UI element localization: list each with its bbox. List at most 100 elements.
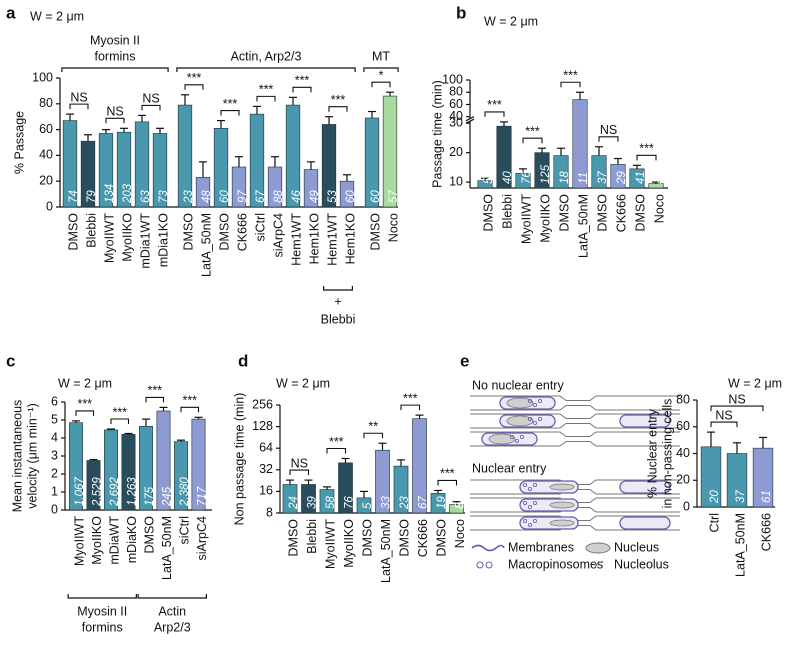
- nucleus: [549, 519, 575, 527]
- macropinosome: [509, 434, 514, 439]
- group-bracket: [363, 67, 399, 72]
- y-tick-label: 6: [51, 394, 58, 408]
- significance-label: **: [368, 420, 378, 434]
- legend-nucleolus: [600, 560, 604, 564]
- x-tick-label: MyoIIWT: [72, 516, 86, 566]
- legend-label: Macropinosomes: [508, 557, 603, 571]
- legend-label: Nucleus: [614, 540, 659, 554]
- significance-bracket: [328, 106, 348, 112]
- n-label: 203: [122, 183, 134, 204]
- significance-bracket: [710, 405, 764, 412]
- x-tick-label: Noco: [386, 213, 400, 242]
- y-tick-label: 20: [676, 473, 690, 487]
- significance-bracket: [180, 406, 200, 413]
- significance-bracket: [184, 84, 204, 90]
- x-tick-label: Noco: [453, 519, 467, 548]
- n-label: 58: [325, 496, 337, 509]
- legend-nucleus: [585, 542, 611, 554]
- y-tick-label: 80: [449, 85, 463, 99]
- y-tick-label: 3: [51, 448, 58, 462]
- n-label: 24: [288, 496, 300, 510]
- macropinosome: [533, 420, 538, 425]
- legend-macropinosome: [485, 561, 493, 569]
- macropinosome: [533, 402, 538, 407]
- significance-bracket: [69, 103, 89, 110]
- x-tick-label: DMSO: [360, 519, 374, 557]
- x-tick-label: DMSO: [66, 213, 80, 251]
- x-tick-label: MyoIIWT: [102, 213, 116, 263]
- y-tick-label: 32: [259, 462, 273, 476]
- n-label: 125: [540, 164, 552, 184]
- y-axis-label: % Passage: [12, 111, 26, 174]
- x-tick-label: CK666: [416, 519, 430, 557]
- x-tick-label: CK666: [614, 194, 628, 232]
- significance-bracket: [400, 404, 421, 411]
- n-label: 67: [255, 190, 267, 203]
- significance-bracket: [710, 421, 738, 428]
- significance-label: NS: [70, 90, 87, 104]
- n-label: 73: [158, 190, 170, 203]
- y-tick-label: 0: [51, 502, 58, 516]
- x-tick-label: mDiaWT: [107, 516, 121, 565]
- significance-bracket: [363, 432, 384, 439]
- x-tick-label: DMSO: [142, 516, 156, 554]
- group-bracket: [137, 594, 207, 599]
- axis-break: [465, 118, 475, 124]
- nucleus: [549, 501, 575, 509]
- x-tick-label: Blebbi: [500, 194, 514, 229]
- legend-label: Membranes: [508, 540, 574, 554]
- significance-label: ***: [223, 97, 238, 111]
- x-tick-label: LatA_50nM: [576, 194, 590, 258]
- significance-bracket: [75, 410, 95, 416]
- y-axis-label: Non passage time (min): [232, 393, 246, 526]
- y-tick-label: 10: [449, 174, 463, 188]
- nucleus: [549, 483, 575, 491]
- y-tick-label: 20: [449, 145, 463, 159]
- significance-label: ***: [259, 83, 274, 97]
- n-label: 245: [162, 486, 174, 507]
- x-tick-label: LatA_50nM: [160, 516, 174, 580]
- significance-bracket: [256, 95, 276, 102]
- n-label: 49: [309, 190, 321, 203]
- x-tick-label: DMSO: [397, 519, 411, 557]
- y-tick-label: 30: [449, 115, 463, 129]
- x-tick-label: siArpC4: [195, 516, 209, 561]
- significance-bracket: [598, 136, 619, 142]
- x-tick-label: siCtrl: [177, 516, 191, 544]
- legend-label: Nucleolus: [614, 557, 669, 571]
- x-tick-label: Hem1KO: [343, 213, 357, 265]
- significance-bracket: [484, 111, 505, 117]
- n-label: 11: [578, 172, 590, 184]
- group-bracket: [67, 594, 137, 599]
- x-tick-label: DMSO: [481, 194, 495, 232]
- subgroup-label: Blebbi: [321, 312, 356, 326]
- x-tick-label: siArpC4: [271, 213, 285, 258]
- x-tick-label: LatA_50nM: [199, 213, 213, 277]
- x-tick-label: DMSO: [633, 194, 647, 232]
- significance-bracket: [437, 479, 458, 486]
- y-tick-label: 0: [46, 199, 53, 213]
- n-label: 717: [197, 486, 209, 506]
- y-tick-label: 60: [449, 97, 463, 111]
- significance-label: ***: [112, 405, 127, 419]
- n-label: 46: [291, 190, 303, 203]
- significance-label: NS: [728, 392, 745, 406]
- group-label: Actin: [158, 604, 186, 618]
- y-tick-label: 128: [252, 419, 273, 433]
- x-tick-label: CK666: [759, 513, 773, 551]
- n-label: 50: [483, 171, 495, 184]
- significance-bracket: [141, 104, 161, 111]
- n-label: 79: [86, 190, 98, 203]
- x-tick-label: DMSO: [286, 519, 300, 557]
- x-tick-label: MyoIIKO: [90, 516, 104, 565]
- cell: [619, 516, 671, 530]
- x-tick-label: Hem1WT: [325, 213, 339, 266]
- y-tick-label: 40: [39, 148, 53, 162]
- y-tick-label: 1: [51, 484, 58, 498]
- channel: [470, 413, 680, 429]
- macropinosome: [528, 504, 533, 509]
- x-tick-label: Hem1KO: [307, 213, 321, 265]
- significance-label: ***: [403, 391, 418, 405]
- x-tick-label: CK666: [235, 213, 249, 251]
